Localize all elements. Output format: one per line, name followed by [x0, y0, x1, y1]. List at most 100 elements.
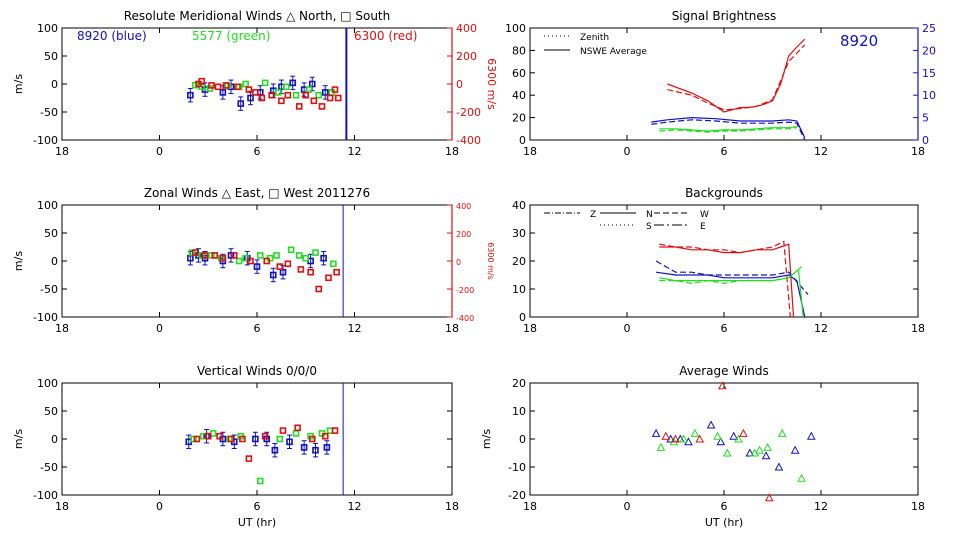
data-point: [198, 77, 206, 85]
x-tick-label: 18: [445, 322, 459, 335]
panel-zonal: Zonal Winds △ East, □ West 2011276 18 0 6 12…: [12, 186, 495, 335]
series-5: [659, 266, 802, 285]
data-point: [227, 435, 235, 443]
y-tick-label: 50: [44, 405, 58, 418]
x-tick-label: 18: [523, 322, 537, 335]
panel-average: Average Winds 18 0 6 12 18 UT (hr) 20 10 0 -10 -20 m…: [480, 364, 925, 529]
y2-tick-label: -400: [456, 134, 481, 147]
y-tick-label: -50: [40, 283, 58, 296]
series-2: [656, 271, 806, 318]
data-point: [278, 97, 285, 105]
y2-tick-label: 15: [922, 67, 936, 80]
data-point: [706, 420, 716, 429]
data-point: [325, 274, 332, 282]
data-point: [305, 86, 313, 93]
x-tick-label: 18: [911, 500, 925, 513]
data-point: [331, 86, 339, 93]
data-point: [216, 432, 223, 440]
legend-label: 8920 (blue): [77, 29, 147, 43]
y-axis-label: m/s: [480, 429, 493, 449]
data-point: [234, 83, 241, 91]
chart-title: Vertical Winds 0/0/0: [197, 364, 317, 378]
data-point: [764, 493, 774, 502]
data-point: [268, 91, 275, 99]
y2-tick-label: 200: [456, 230, 471, 239]
data-point: [310, 97, 318, 105]
y2-tick-label: -200: [456, 106, 481, 119]
legend-label: N: [646, 210, 653, 220]
data-point: [713, 431, 722, 440]
data-point: [219, 89, 227, 96]
data-point: [320, 254, 327, 262]
x-tick-label: 12: [348, 500, 362, 513]
x-tick-label: 12: [348, 322, 362, 335]
y-tick-label: 100: [37, 22, 58, 35]
y-tick-label: -20: [508, 489, 526, 502]
data-point: [247, 94, 254, 102]
x-tick-label: 0: [156, 500, 163, 513]
y2-tick-label: 5: [922, 112, 929, 125]
data-point: [284, 260, 292, 268]
data-point: [222, 82, 230, 89]
chart-title: Zonal Winds △ East, □ West 2011276: [144, 186, 370, 200]
legend-label: 6300 (red): [354, 29, 417, 43]
data-point: [193, 435, 201, 443]
data-point: [258, 94, 266, 102]
data-point: [315, 91, 323, 99]
data-point: [252, 435, 259, 443]
y-tick-label: 100: [37, 199, 58, 212]
chart-title: Signal Brightness: [672, 9, 777, 23]
series-2: [195, 77, 342, 110]
y2-tick-label: 400: [456, 22, 477, 35]
y2-tick-label: 25: [922, 22, 936, 35]
data-point: [261, 79, 269, 87]
data-point: [242, 80, 249, 88]
data-point: [312, 249, 319, 256]
y-axis-label: m/s: [12, 74, 25, 94]
data-point: [282, 83, 290, 91]
y-tick-label: 50: [44, 227, 58, 240]
y-tick-label: -100: [33, 134, 58, 147]
data-point: [761, 451, 771, 460]
data-point: [245, 455, 253, 462]
series-line: [659, 126, 797, 132]
y-tick-label: 0: [51, 255, 58, 268]
y2-axis-label: 6300 m/s: [486, 242, 495, 280]
x-tick-label: 18: [445, 145, 459, 158]
series-4: [659, 126, 797, 132]
data-point: [755, 445, 764, 454]
y-tick-label: -100: [33, 311, 58, 324]
x-tick-label: 18: [523, 145, 537, 158]
x-tick-label: 6: [254, 322, 261, 335]
data-point: [790, 445, 800, 454]
data-point: [729, 431, 739, 440]
data-point: [211, 252, 219, 259]
x-axis-label: UT (hr): [705, 516, 743, 529]
data-point: [289, 79, 297, 87]
data-point: [722, 448, 732, 457]
legend-label: E: [700, 222, 706, 232]
y-tick-label: 20: [512, 377, 526, 390]
y-tick-label: 100: [505, 22, 526, 35]
data-point: [230, 252, 238, 259]
data-point: [253, 263, 261, 270]
series-2: [661, 381, 774, 502]
y-tick-label: 0: [51, 78, 58, 91]
series-2: [191, 249, 340, 293]
y-tick-label: 0: [51, 433, 58, 446]
y-tick-label: 0: [519, 134, 526, 147]
series-5: [659, 127, 797, 133]
legend-label: W: [700, 210, 709, 220]
y2-tick-label: 400: [456, 202, 471, 211]
data-point: [201, 252, 209, 259]
y2-tick-label: 20: [922, 44, 936, 57]
series-1: [667, 44, 806, 111]
plot-frame: [529, 204, 919, 318]
data-point: [777, 428, 787, 437]
data-point: [279, 427, 287, 434]
data-point: [286, 438, 293, 446]
chart-title: Average Winds: [679, 364, 769, 378]
x-tick-label: 18: [55, 322, 69, 335]
series-line: [659, 127, 797, 133]
